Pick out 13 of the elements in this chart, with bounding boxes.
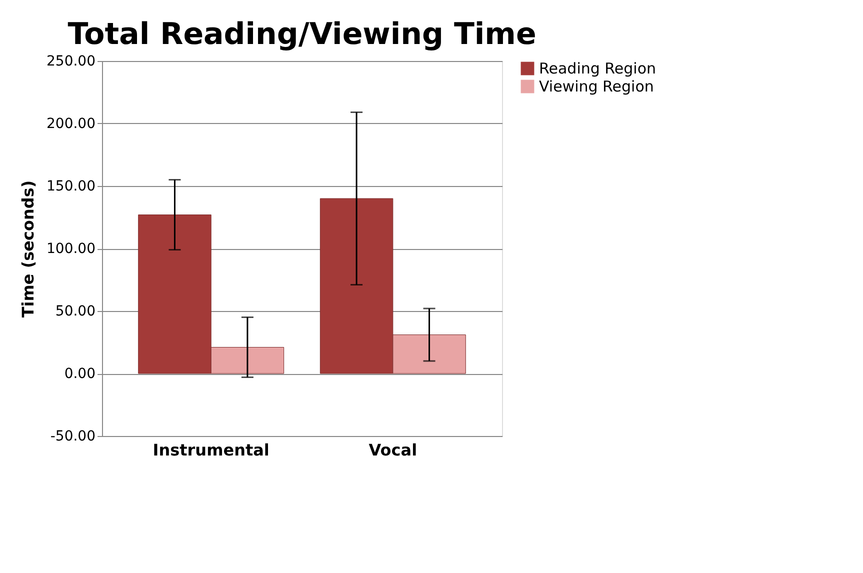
- x-tick-label: Vocal: [368, 440, 418, 460]
- x-tick-label: Instrumental: [152, 440, 270, 460]
- y-tick-label: 200.00: [46, 116, 96, 132]
- chart-title: Total Reading/Viewing Time: [68, 17, 536, 52]
- y-tick-label: 100.00: [46, 241, 96, 257]
- y-tick-label: 0.00: [64, 366, 96, 382]
- y-tick-label: 150.00: [46, 178, 96, 194]
- y-tick-label: 250.00: [46, 54, 96, 70]
- y-tick-label: 50.00: [55, 304, 96, 320]
- legend-label: Viewing Region: [539, 78, 654, 96]
- legend-label: Reading Region: [539, 60, 656, 78]
- y-axis-title: Time (seconds): [18, 180, 38, 318]
- y-tick-label: -50.00: [50, 428, 96, 444]
